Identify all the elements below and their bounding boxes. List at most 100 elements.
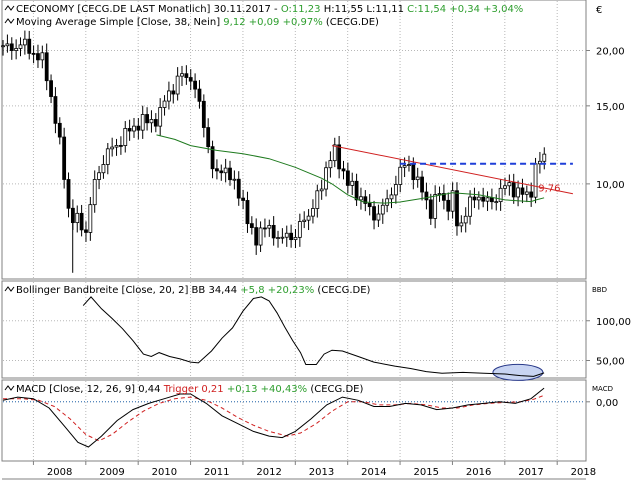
- price-candle: [372, 206, 376, 221]
- price-candle: [53, 96, 58, 124]
- legend-wave-icon: [4, 385, 15, 391]
- macd-legend-value: +0,13: [224, 384, 258, 395]
- legend-wave-icon: [4, 286, 15, 292]
- legend-wave-icon: [4, 5, 15, 11]
- price-candle: [420, 176, 424, 193]
- price-candle: [215, 168, 219, 172]
- price-legend-value: L:11,11: [363, 4, 404, 15]
- price-candle: [92, 179, 97, 206]
- price-candle: [516, 187, 520, 198]
- price-candle: [385, 198, 390, 206]
- price-candle: [228, 167, 232, 181]
- price-candle: [424, 191, 429, 201]
- price-candle: [485, 197, 490, 202]
- price-candle: [5, 43, 10, 47]
- currency-label: €: [596, 5, 602, 16]
- bollinger-legend-text: Bollinger Bandbreite [Close, 20, 2] BB 3…: [16, 285, 237, 296]
- price-candle: [472, 196, 477, 201]
- highlight-ellipse[interactable]: [492, 363, 544, 381]
- price-legend-line-1: Moving Average Simple [Close, 38, Nein] …: [16, 17, 379, 28]
- price-candle: [468, 196, 472, 217]
- price-candle: [232, 178, 237, 181]
- price-candle: [511, 182, 516, 198]
- price-candle: [84, 229, 88, 233]
- price-candle: [446, 199, 451, 212]
- price-candle: [258, 227, 263, 246]
- legend-wave-icon: [4, 18, 15, 24]
- price-candle: [40, 52, 45, 61]
- price-candle: [14, 48, 19, 51]
- bollinger-panel-label: BBD: [592, 286, 607, 294]
- price-candle: [175, 75, 180, 95]
- x-tick-label-2016: 2016: [466, 467, 491, 478]
- price-y-tick-label: 10,00: [596, 180, 625, 191]
- x-tick-label-2014: 2014: [361, 467, 386, 478]
- price-legend-value: H:11,55: [321, 4, 364, 15]
- price-candle: [101, 164, 106, 174]
- price-candle: [380, 204, 385, 215]
- bollinger-y-tick-label: 100,00: [596, 317, 631, 328]
- x-tick-label-2013: 2013: [309, 467, 334, 478]
- price-legend-value: C:11,54: [404, 4, 446, 15]
- bollinger-legend-value: +5,8: [237, 285, 264, 296]
- price-candle: [503, 185, 507, 189]
- price-candle: [289, 232, 294, 241]
- price-candle: [341, 168, 346, 172]
- price-candle: [306, 215, 311, 221]
- x-tick-label-2011: 2011: [204, 467, 229, 478]
- sma-line: [156, 134, 545, 204]
- price-candle: [359, 196, 363, 201]
- price-legend-value: 9,12: [220, 17, 245, 28]
- price-candle: [1, 45, 5, 48]
- price-legend-value: +0,09: [246, 17, 280, 28]
- price-candle: [441, 193, 446, 201]
- price-candle: [245, 200, 250, 225]
- price-candle: [219, 170, 224, 174]
- price-candle: [455, 190, 459, 227]
- resistance-trendline[interactable]: [331, 145, 574, 195]
- macd-y-tick-label: 0,00: [596, 398, 618, 409]
- macd-panel-label: MACD: [592, 385, 613, 393]
- price-candle: [271, 225, 276, 239]
- price-legend-text: Moving Average Simple [Close, 38, Nein]: [16, 17, 220, 28]
- price-candle: [315, 190, 320, 209]
- price-candle: [524, 191, 529, 195]
- price-candle: [367, 203, 372, 208]
- price-candle: [433, 194, 438, 219]
- price-candle: [407, 164, 411, 167]
- price-candle: [162, 100, 167, 108]
- price-legend-value: +3,04%: [480, 4, 523, 15]
- price-candle: [263, 227, 267, 230]
- price-candle: [62, 136, 67, 180]
- price-candle: [210, 146, 215, 170]
- price-candle: [180, 73, 184, 77]
- bollinger-legend-value: +20,23%: [265, 285, 315, 296]
- price-candle: [97, 172, 101, 180]
- price-candle: [49, 80, 53, 97]
- price-candle: [88, 204, 93, 233]
- price-candle: [241, 197, 246, 201]
- price-candle: [127, 128, 132, 132]
- price-y-tick-label: 15,00: [596, 102, 625, 113]
- price-candle: [463, 215, 468, 224]
- x-tick-label-2009: 2009: [99, 467, 124, 478]
- price-legend-value: +0,97%: [279, 17, 322, 28]
- price-candle: [267, 225, 272, 229]
- price-candle: [311, 208, 315, 217]
- price-candle: [27, 38, 32, 54]
- price-candle: [79, 212, 84, 231]
- price-candle: [167, 90, 171, 102]
- price-candle: [319, 188, 324, 192]
- price-candle: [293, 236, 298, 241]
- price-candle: [354, 180, 359, 201]
- x-tick-label-2010: 2010: [152, 467, 177, 478]
- price-candle: [297, 221, 302, 238]
- price-candle: [324, 167, 328, 190]
- price-candle: [437, 193, 442, 195]
- price-candle: [389, 194, 394, 200]
- price-candle: [411, 164, 416, 181]
- price-candle: [350, 180, 355, 186]
- price-candle: [520, 187, 525, 195]
- bollinger-y-tick-label: 50,00: [596, 357, 625, 368]
